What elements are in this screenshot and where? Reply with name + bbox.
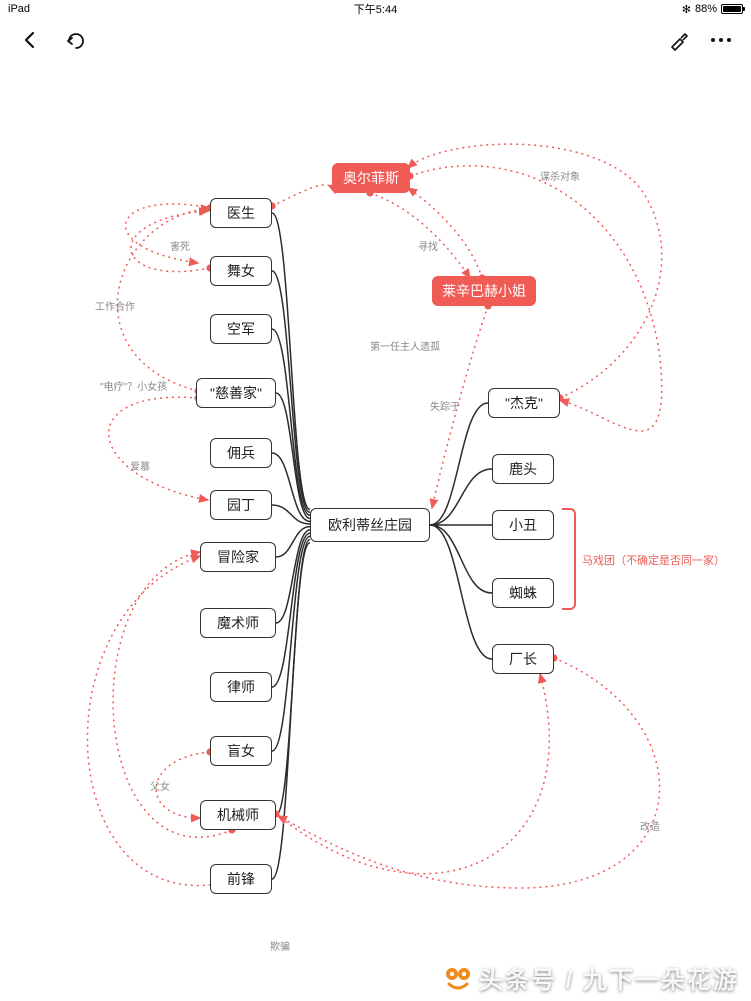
node-center[interactable]: 欧利蒂丝庄园 bbox=[310, 508, 430, 542]
battery-percent: 88% bbox=[695, 3, 717, 15]
edge-label: 失踪于 bbox=[430, 398, 460, 413]
status-right: ✻ 88% bbox=[682, 3, 743, 16]
watermark: 头条号 / 九下一朵花游 bbox=[443, 960, 739, 995]
diagram-canvas[interactable]: 欧利蒂丝庄园 奥尔菲斯莱辛巴赫小姐 医生舞女空军 "慈善家" 佣兵园丁冒险家魔术师律师盲… bbox=[0, 58, 751, 1001]
node-orpheus[interactable]: 奥尔菲斯 bbox=[332, 163, 410, 193]
toolbar bbox=[0, 22, 751, 58]
more-button[interactable] bbox=[709, 28, 733, 52]
edge-label: 寻找 bbox=[418, 238, 438, 253]
battery-icon bbox=[721, 4, 743, 14]
node-airforce[interactable]: 空军 bbox=[210, 314, 272, 344]
edge-label: 工作合作 bbox=[95, 298, 135, 313]
status-time: 下午5:44 bbox=[354, 1, 397, 17]
node-explorer[interactable]: 冒险家 bbox=[200, 542, 276, 572]
group-bracket bbox=[562, 508, 576, 610]
back-button[interactable] bbox=[18, 28, 42, 52]
watermark-logo-icon bbox=[443, 966, 473, 990]
node-mech[interactable]: 机械师 bbox=[200, 800, 276, 830]
node-merc[interactable]: 佣兵 bbox=[210, 438, 272, 468]
node-owner[interactable]: 厂长 bbox=[492, 644, 554, 674]
node-deer[interactable]: 鹿头 bbox=[492, 454, 554, 484]
edge-label: 父女 bbox=[150, 778, 170, 793]
node-magician[interactable]: 魔术师 bbox=[200, 608, 276, 638]
node-jack[interactable]: "杰克" bbox=[488, 388, 560, 418]
edge-label: "电疗"？小女孩 bbox=[100, 378, 167, 393]
group-bracket-label: 马戏团（不确定是否同一家） bbox=[582, 552, 725, 568]
node-spider[interactable]: 蜘蛛 bbox=[492, 578, 554, 608]
tool-button[interactable] bbox=[667, 28, 691, 52]
bluetooth-icon: ✻ bbox=[682, 3, 691, 16]
node-miss[interactable]: 莱辛巴赫小姐 bbox=[432, 276, 536, 306]
node-doctor[interactable]: 医生 bbox=[210, 198, 272, 228]
node-lawyer[interactable]: 律师 bbox=[210, 672, 272, 702]
edge-label: 爱慕 bbox=[130, 458, 150, 473]
node-blind[interactable]: 盲女 bbox=[210, 736, 272, 766]
node-forward[interactable]: 前锋 bbox=[210, 864, 272, 894]
edge-label: 害死 bbox=[170, 238, 190, 253]
edge-label: 改造 bbox=[640, 818, 660, 833]
undo-button[interactable] bbox=[64, 28, 88, 52]
edge-label: 欺骗 bbox=[270, 938, 290, 953]
device-label: iPad bbox=[8, 3, 30, 15]
edge-label: 第一任主人遗孤 bbox=[370, 338, 440, 353]
node-clown[interactable]: 小丑 bbox=[492, 510, 554, 540]
node-dancer[interactable]: 舞女 bbox=[210, 256, 272, 286]
edge-label: 谋杀对象 bbox=[540, 168, 580, 183]
node-charity[interactable]: "慈善家" bbox=[196, 378, 276, 408]
status-bar: iPad 下午5:44 ✻ 88% bbox=[0, 0, 751, 18]
node-gardener[interactable]: 园丁 bbox=[210, 490, 272, 520]
watermark-text: 头条号 / 九下一朵花游 bbox=[479, 960, 739, 995]
